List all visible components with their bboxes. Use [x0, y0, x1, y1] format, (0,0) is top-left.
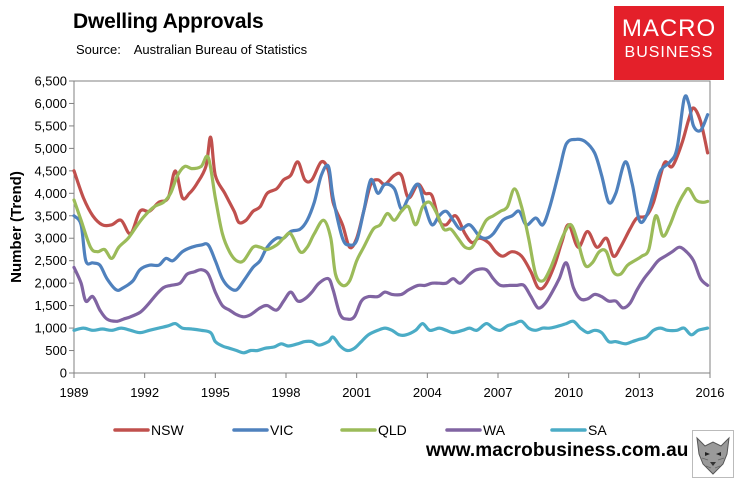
- y-tick-label: 4,000: [34, 186, 67, 201]
- legend-label-vic: VIC: [270, 422, 293, 438]
- y-tick-label: 1,500: [34, 298, 67, 313]
- x-tick-label: 2004: [413, 385, 442, 400]
- logo-line-1: MACRO: [621, 15, 717, 42]
- y-tick-label: 6,000: [34, 96, 67, 111]
- wolf-logo-icon: [692, 430, 734, 478]
- x-tick-label: 1992: [130, 385, 159, 400]
- y-tick-label: 2,000: [34, 276, 67, 291]
- legend: NSW VIC QLD WA SA: [113, 422, 607, 438]
- y-tick-label: 4,500: [34, 163, 67, 178]
- site-url: www.macrobusiness.com.au: [426, 440, 689, 461]
- y-axis-title: Number (Trend): [8, 171, 25, 283]
- source-line: Source: Australian Bureau of Statistics: [76, 42, 307, 57]
- y-tick-label: 3,500: [34, 208, 67, 223]
- x-tick-label: 2013: [625, 385, 654, 400]
- y-tick-label: 5,500: [34, 118, 67, 133]
- axes: 0 500 1,000 1,500 2,000 2,500 3,000 3,500 4,000 4…: [8, 74, 724, 401]
- logo-line-2: BUSINESS: [624, 44, 714, 61]
- series-line-qld: [72, 154, 710, 288]
- legend-label-qld: QLD: [378, 422, 407, 438]
- x-tick-label: 1998: [272, 385, 301, 400]
- x-tick-label: 2007: [484, 385, 513, 400]
- x-tick-label: 2001: [342, 385, 371, 400]
- series-line-wa: [72, 245, 710, 323]
- source-label: Source:: [76, 42, 121, 57]
- x-tick-label: 2016: [696, 385, 725, 400]
- series-line-nsw: [72, 106, 710, 291]
- legend-label-sa: SA: [588, 422, 607, 438]
- y-tick-label: 0: [60, 366, 67, 381]
- y-tick-label: 5,000: [34, 141, 67, 156]
- series-lines: [72, 94, 710, 355]
- x-tick-label: 1995: [201, 385, 230, 400]
- legend-label-wa: WA: [483, 422, 506, 438]
- series-line-vic: [72, 94, 710, 292]
- macrobusiness-logo: MACRO BUSINESS: [614, 6, 724, 80]
- plot-area-frame: [73, 80, 711, 374]
- source-value: Australian Bureau of Statistics: [133, 42, 308, 57]
- y-tick-label: 3,000: [34, 231, 67, 246]
- chart-title: Dwelling Approvals: [73, 10, 264, 33]
- y-tick-label: 1,000: [34, 321, 67, 336]
- x-tick-label: 2010: [554, 385, 583, 400]
- y-tick-label: 6,500: [34, 74, 67, 89]
- x-tick-label: 1989: [60, 385, 89, 400]
- y-tick-label: 2,500: [34, 253, 67, 268]
- legend-label-nsw: NSW: [151, 422, 184, 438]
- series-line-sa: [72, 319, 710, 355]
- y-tick-label: 500: [45, 343, 67, 358]
